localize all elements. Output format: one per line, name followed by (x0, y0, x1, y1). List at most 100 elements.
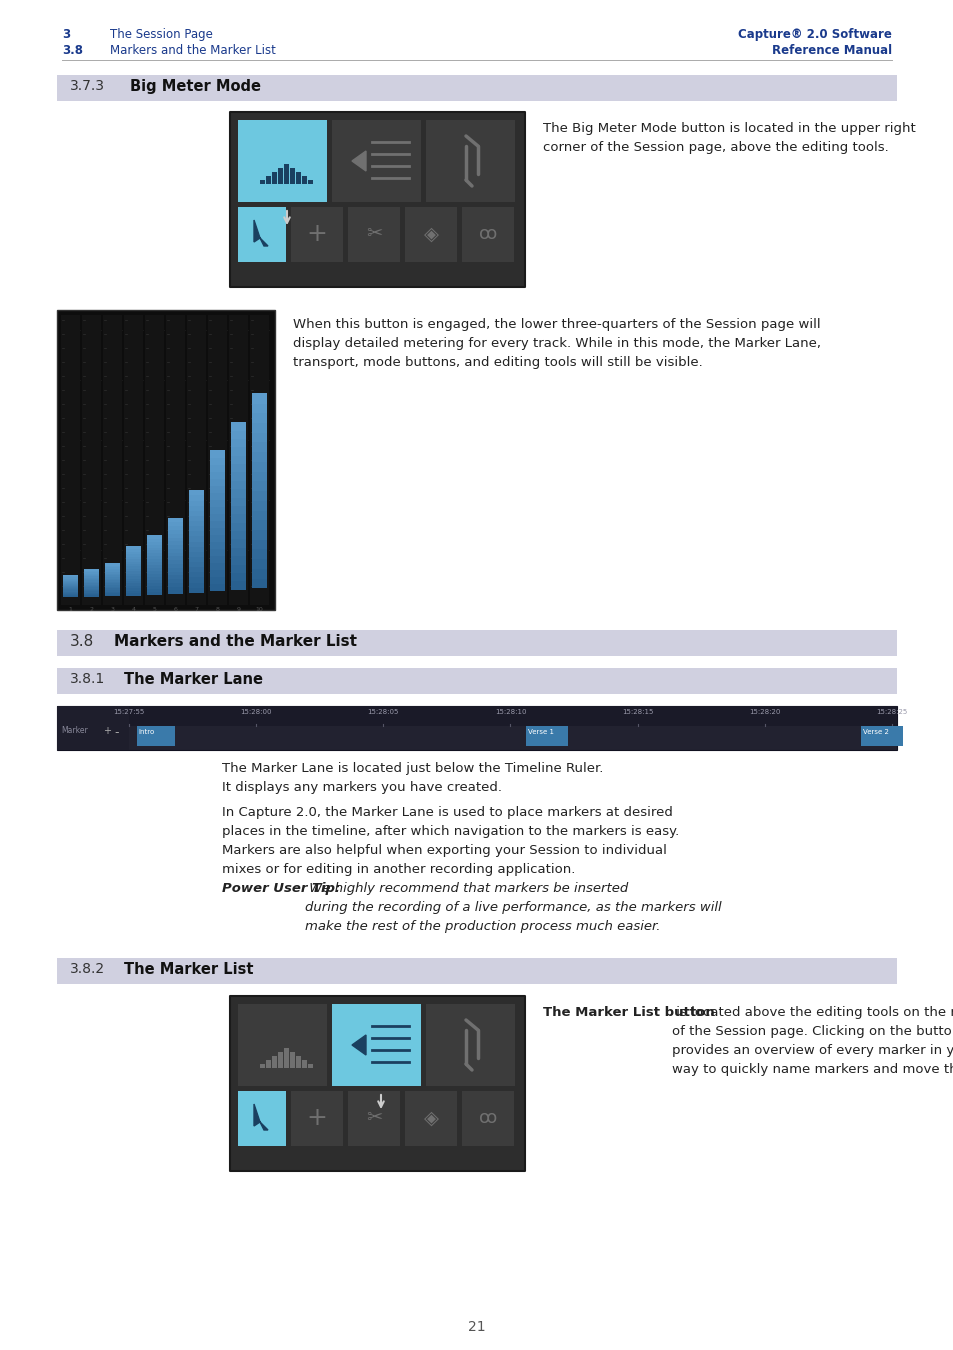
Bar (231, 455, 246, 464)
Bar (168, 586, 183, 590)
Bar (63, 587, 78, 590)
Bar (124, 315, 143, 605)
Bar (82, 315, 101, 605)
Bar (105, 568, 120, 571)
Text: 15:28:20: 15:28:20 (748, 709, 780, 716)
Bar (84, 587, 99, 589)
Bar (168, 544, 183, 549)
Bar (308, 1064, 313, 1068)
Bar (84, 583, 99, 585)
Bar (237, 120, 327, 202)
Bar (166, 315, 185, 605)
Bar (126, 556, 141, 559)
Bar (189, 582, 204, 587)
Bar (126, 575, 141, 579)
Text: The Marker List: The Marker List (124, 963, 253, 977)
Bar (208, 315, 227, 605)
Bar (126, 587, 141, 591)
Bar (252, 413, 267, 423)
Text: The Big Meter Mode button is located in the upper right
corner of the Session pa: The Big Meter Mode button is located in … (542, 122, 915, 154)
Bar (63, 586, 78, 587)
Bar (126, 571, 141, 574)
Bar (147, 554, 162, 556)
Bar (63, 579, 78, 580)
Bar (168, 525, 183, 531)
Bar (189, 556, 204, 562)
Text: 3.8: 3.8 (62, 45, 83, 57)
Text: ✂: ✂ (365, 224, 382, 243)
Bar (105, 593, 120, 595)
Bar (210, 493, 225, 500)
Bar (210, 555, 225, 563)
Bar (252, 578, 267, 589)
Text: Markers and the Marker List: Markers and the Marker List (113, 634, 356, 649)
Bar (63, 576, 78, 578)
Bar (252, 559, 267, 568)
Text: Reference Manual: Reference Manual (771, 45, 891, 57)
Text: 15:27:55: 15:27:55 (113, 709, 145, 716)
Text: 15:28:10: 15:28:10 (495, 709, 526, 716)
Bar (252, 501, 267, 510)
Bar (168, 541, 183, 545)
Bar (168, 567, 183, 571)
Bar (405, 207, 456, 262)
Bar (63, 580, 78, 582)
Bar (84, 572, 99, 574)
Bar (84, 576, 99, 578)
Bar (210, 548, 225, 556)
Text: 9: 9 (236, 608, 240, 612)
Bar (210, 513, 225, 521)
Bar (63, 585, 78, 586)
Bar (189, 572, 204, 578)
Text: 10: 10 (255, 608, 263, 612)
Text: 5: 5 (152, 608, 156, 612)
Bar (189, 547, 204, 552)
Bar (136, 726, 174, 747)
Bar (145, 315, 164, 605)
Bar (147, 541, 162, 544)
Bar (168, 518, 183, 522)
Bar (84, 590, 99, 591)
Text: When this button is engaged, the lower three-quarters of the Session page will
d: When this button is engaged, the lower t… (293, 319, 821, 369)
Text: ◈: ◈ (423, 224, 438, 243)
Bar (332, 120, 420, 202)
Bar (126, 551, 141, 555)
Bar (252, 432, 267, 443)
Bar (189, 562, 204, 567)
Text: ✂: ✂ (365, 1108, 382, 1127)
Bar (426, 1004, 515, 1085)
Text: ꝏ: ꝏ (478, 225, 497, 243)
Bar (105, 579, 120, 582)
Text: The Marker Lane is located just below the Timeline Ruler.
It displays any marker: The Marker Lane is located just below th… (222, 761, 602, 794)
Text: 1: 1 (69, 608, 72, 612)
Bar (63, 590, 78, 591)
Bar (105, 574, 120, 575)
Bar (57, 76, 896, 101)
Text: Verse 2: Verse 2 (862, 729, 888, 734)
Bar (231, 472, 246, 481)
Bar (210, 563, 225, 570)
Bar (290, 167, 294, 184)
Bar (105, 591, 120, 593)
Bar (189, 567, 204, 572)
Bar (84, 591, 99, 593)
Bar (237, 1091, 286, 1146)
Bar (861, 726, 902, 747)
Bar (252, 462, 267, 471)
Bar (189, 576, 204, 583)
Bar (105, 570, 120, 572)
Bar (126, 568, 141, 571)
Bar (61, 315, 80, 605)
Bar (252, 393, 267, 404)
Bar (189, 551, 204, 558)
Bar (168, 579, 183, 583)
Bar (84, 582, 99, 583)
Bar (126, 593, 141, 595)
Bar (147, 589, 162, 593)
Text: 15:28:15: 15:28:15 (621, 709, 653, 716)
Bar (126, 566, 141, 568)
Text: Power User Tip:: Power User Tip: (222, 882, 340, 895)
Bar (103, 315, 122, 605)
Bar (84, 580, 99, 582)
Bar (260, 1064, 265, 1068)
